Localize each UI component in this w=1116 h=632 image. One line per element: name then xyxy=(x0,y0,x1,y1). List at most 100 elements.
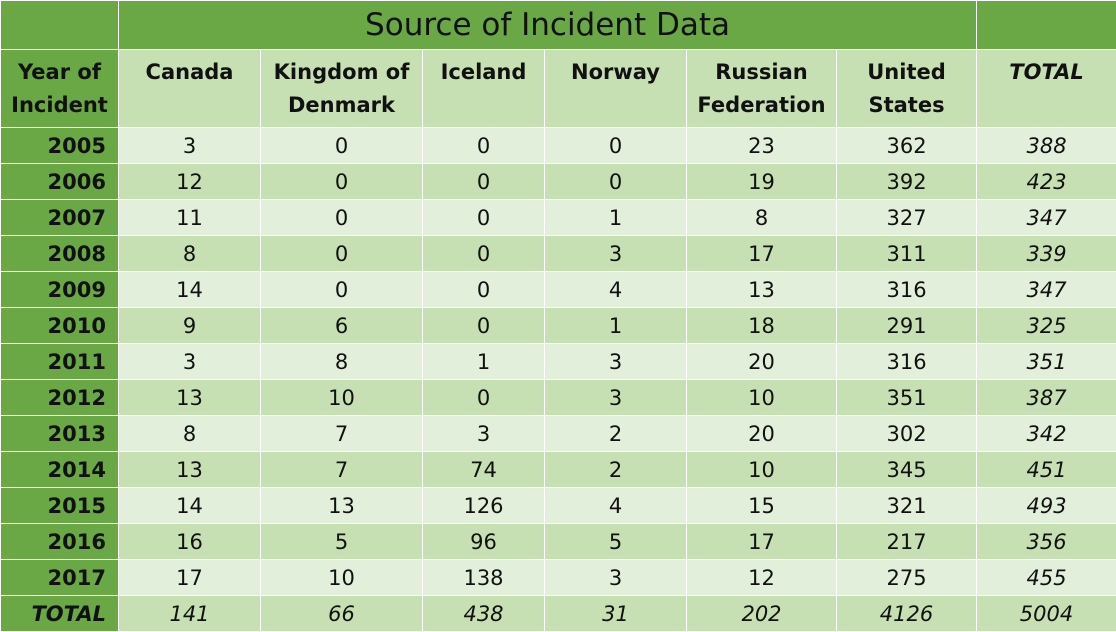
total-cell: 455 xyxy=(977,560,1116,596)
denmark-cell: 0 xyxy=(261,272,423,308)
total-cell: 451 xyxy=(977,452,1116,488)
column-header-row: Year of Incident Canada Kingdom of Denma… xyxy=(1,50,1116,128)
total-denmark-cell: 66 xyxy=(261,596,423,632)
canada-cell: 13 xyxy=(119,452,261,488)
canada-cell: 13 xyxy=(119,380,261,416)
iceland-cell: 0 xyxy=(423,380,545,416)
norway-cell: 3 xyxy=(545,236,687,272)
iceland-cell: 74 xyxy=(423,452,545,488)
canada-cell: 14 xyxy=(119,488,261,524)
total-cell: 347 xyxy=(977,272,1116,308)
total-us-cell: 4126 xyxy=(837,596,977,632)
iceland-cell: 0 xyxy=(423,308,545,344)
us-cell: 311 xyxy=(837,236,977,272)
year-cell: 2005 xyxy=(1,128,119,164)
table-title: Source of Incident Data xyxy=(119,1,977,50)
russia-cell: 10 xyxy=(687,452,837,488)
us-cell: 327 xyxy=(837,200,977,236)
denmark-cell: 8 xyxy=(261,344,423,380)
canada-cell: 3 xyxy=(119,128,261,164)
iceland-cell: 0 xyxy=(423,272,545,308)
year-cell: 2011 xyxy=(1,344,119,380)
canada-cell: 9 xyxy=(119,308,261,344)
title-row: Source of Incident Data xyxy=(1,1,1116,50)
us-cell: 302 xyxy=(837,416,977,452)
total-cell: 351 xyxy=(977,344,1116,380)
norway-cell: 4 xyxy=(545,488,687,524)
denmark-cell: 7 xyxy=(261,452,423,488)
us-cell: 362 xyxy=(837,128,977,164)
russia-cell: 10 xyxy=(687,380,837,416)
denmark-cell: 0 xyxy=(261,200,423,236)
us-cell: 392 xyxy=(837,164,977,200)
russia-cell: 13 xyxy=(687,272,837,308)
totals-label: TOTAL xyxy=(1,596,119,632)
canada-cell: 14 xyxy=(119,272,261,308)
canada-cell: 17 xyxy=(119,560,261,596)
us-cell: 275 xyxy=(837,560,977,596)
norway-cell: 5 xyxy=(545,524,687,560)
us-cell: 351 xyxy=(837,380,977,416)
year-cell: 2015 xyxy=(1,488,119,524)
year-cell: 2006 xyxy=(1,164,119,200)
russia-cell: 15 xyxy=(687,488,837,524)
denmark-cell: 10 xyxy=(261,560,423,596)
iceland-cell: 126 xyxy=(423,488,545,524)
iceland-cell: 96 xyxy=(423,524,545,560)
canada-cell: 16 xyxy=(119,524,261,560)
denmark-cell: 0 xyxy=(261,164,423,200)
denmark-cell: 5 xyxy=(261,524,423,560)
us-cell: 217 xyxy=(837,524,977,560)
norway-cell: 1 xyxy=(545,200,687,236)
total-iceland-cell: 438 xyxy=(423,596,545,632)
total-cell: 388 xyxy=(977,128,1116,164)
russia-cell: 19 xyxy=(687,164,837,200)
canada-cell: 12 xyxy=(119,164,261,200)
denmark-cell: 6 xyxy=(261,308,423,344)
column-header-total: TOTAL xyxy=(977,50,1116,128)
russia-cell: 20 xyxy=(687,344,837,380)
total-cell: 493 xyxy=(977,488,1116,524)
russia-cell: 17 xyxy=(687,524,837,560)
russia-cell: 23 xyxy=(687,128,837,164)
denmark-cell: 7 xyxy=(261,416,423,452)
canada-cell: 8 xyxy=(119,416,261,452)
total-cell: 339 xyxy=(977,236,1116,272)
column-header-year: Year of Incident xyxy=(1,50,119,128)
total-cell: 347 xyxy=(977,200,1116,236)
us-cell: 316 xyxy=(837,272,977,308)
denmark-cell: 0 xyxy=(261,236,423,272)
canada-cell: 8 xyxy=(119,236,261,272)
norway-cell: 0 xyxy=(545,128,687,164)
us-cell: 316 xyxy=(837,344,977,380)
year-cell: 2012 xyxy=(1,380,119,416)
total-cell: 325 xyxy=(977,308,1116,344)
norway-cell: 0 xyxy=(545,164,687,200)
norway-cell: 3 xyxy=(545,380,687,416)
us-cell: 291 xyxy=(837,308,977,344)
denmark-cell: 10 xyxy=(261,380,423,416)
canada-cell: 3 xyxy=(119,344,261,380)
year-cell: 2013 xyxy=(1,416,119,452)
russia-cell: 18 xyxy=(687,308,837,344)
total-cell: 356 xyxy=(977,524,1116,560)
total-russia-cell: 202 xyxy=(687,596,837,632)
russia-cell: 20 xyxy=(687,416,837,452)
iceland-cell: 3 xyxy=(423,416,545,452)
iceland-cell: 1 xyxy=(423,344,545,380)
column-header-iceland: Iceland xyxy=(423,50,545,128)
russia-cell: 17 xyxy=(687,236,837,272)
corner-cell-right xyxy=(977,1,1116,50)
norway-cell: 2 xyxy=(545,452,687,488)
us-cell: 345 xyxy=(837,452,977,488)
column-header-norway: Norway xyxy=(545,50,687,128)
